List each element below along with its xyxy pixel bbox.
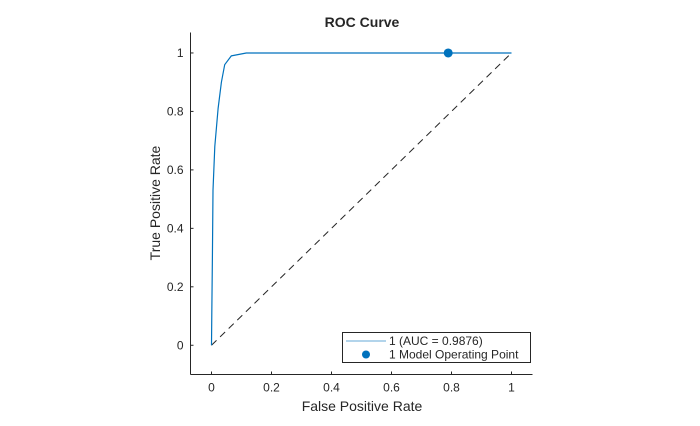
operating-point-marker <box>443 48 453 58</box>
x-tick-label: 0.4 <box>323 381 340 395</box>
y-tick-label: 1 <box>177 46 184 60</box>
legend-label-operating-point: 1 Model Operating Point <box>389 348 519 362</box>
axes: 0 0.2 0.4 0.6 0.8 1 0 0.2 0.4 0.6 0.8 1 <box>167 32 533 395</box>
legend: 1 (AUC = 0.9876) 1 Model Operating Point <box>342 332 531 363</box>
x-tick-label: 1 <box>508 381 515 395</box>
roc-curve-line <box>210 52 512 346</box>
legend-box <box>342 332 531 363</box>
chart-title: ROC Curve <box>325 14 400 30</box>
x-axis-label: False Positive Rate <box>302 398 423 414</box>
y-tick-label: 0.4 <box>167 221 184 235</box>
plot-area <box>210 48 512 346</box>
legend-label-roc: 1 (AUC = 0.9876) <box>389 334 483 348</box>
x-tick-label: 0.8 <box>443 381 460 395</box>
x-tick-label: 0.6 <box>383 381 400 395</box>
y-axis-label: True Positive Rate <box>147 145 163 260</box>
random-classifier-reference-line <box>211 52 512 346</box>
x-tick-label: 0.2 <box>263 381 280 395</box>
y-tick-label: 0 <box>177 338 184 352</box>
x-tick-label: 0 <box>208 381 215 395</box>
y-tick-label: 0.8 <box>167 104 184 118</box>
y-tick-label: 0.2 <box>167 280 184 294</box>
y-tick-label: 0.6 <box>167 163 184 177</box>
legend-marker-operating-point <box>362 350 370 359</box>
